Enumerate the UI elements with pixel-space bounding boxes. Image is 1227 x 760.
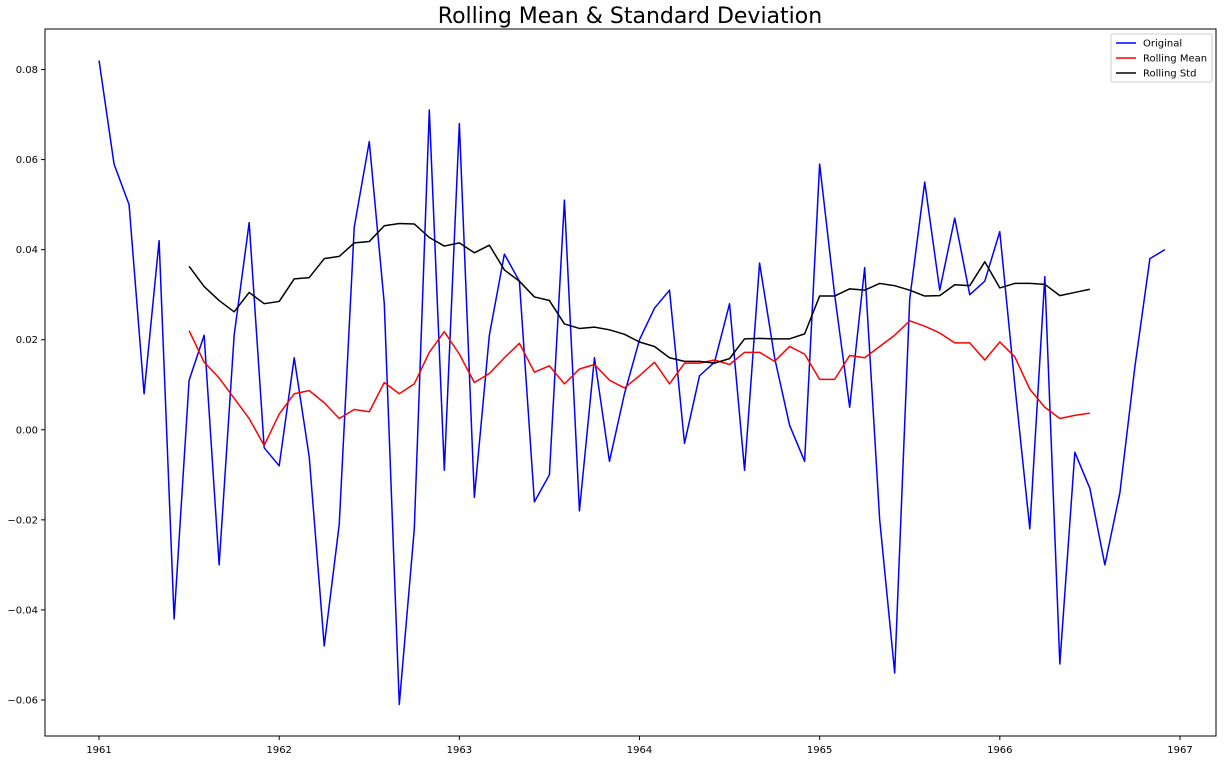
legend: Original Rolling Mean Rolling Std — [1110, 33, 1213, 83]
y-tick-label: 0.06 — [16, 155, 38, 166]
plot-frame — [44, 28, 1217, 737]
y-tick-label: −0.02 — [7, 515, 38, 526]
x-tick-label: 1963 — [447, 745, 472, 756]
x-tick-label: 1966 — [987, 745, 1012, 756]
legend-label-rolling-mean: Rolling Mean — [1143, 54, 1207, 65]
y-tick-label: 0.04 — [16, 245, 38, 256]
y-tick-label: 0.02 — [16, 335, 38, 346]
y-tick-label: −0.06 — [7, 695, 38, 706]
axis-layer: 1961 1962 1963 1964 1965 1966 1967 −0.06 −0.04 −0… — [7, 65, 1192, 756]
x-tick-label: 1965 — [807, 745, 832, 756]
x-tick-label: 1967 — [1167, 745, 1192, 756]
x-tick-label: 1962 — [266, 745, 291, 756]
legend-label-rolling-std: Rolling Std — [1143, 69, 1196, 80]
y-tick-label: 0.00 — [16, 425, 38, 436]
x-tick-label: 1964 — [627, 745, 652, 756]
legend-box — [1110, 33, 1213, 83]
legend-label-original: Original — [1143, 39, 1182, 50]
y-tick-label: −0.04 — [7, 605, 38, 616]
y-tick-label: 0.08 — [16, 65, 38, 76]
series-layer — [98, 60, 1166, 706]
series-line-original — [98, 60, 1166, 706]
chart-title: Rolling Mean & Standard Deviation — [438, 4, 822, 29]
x-tick-label: 1961 — [86, 745, 111, 756]
